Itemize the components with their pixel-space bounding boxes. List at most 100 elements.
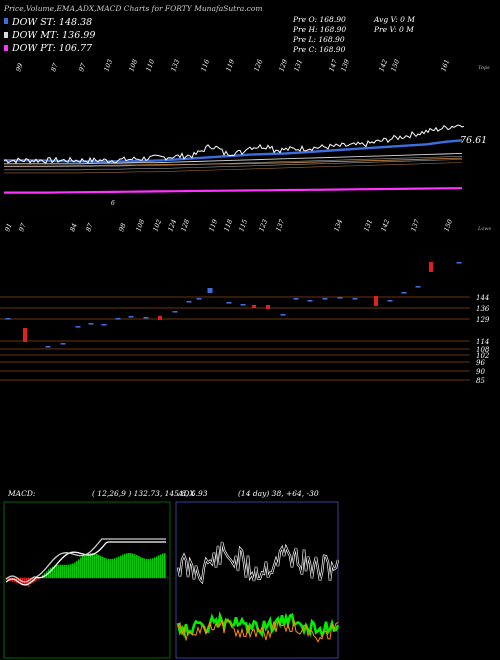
quote-high: Pre H: 168.90 (292, 25, 346, 34)
macd-histogram-bar (64, 564, 66, 578)
tops-label: 119 (224, 58, 236, 72)
bottom-marker: 6 (111, 200, 115, 207)
macd-histogram-bar (90, 553, 92, 578)
macd-histogram-bar (146, 558, 148, 578)
ema-long-line (4, 157, 463, 167)
up-candle (143, 317, 149, 319)
macd-histogram-bar (78, 559, 80, 578)
macd-histogram-bar (124, 553, 126, 578)
macd-histogram-bar (92, 553, 94, 578)
macd-histogram-bar (94, 553, 96, 578)
ema-lines (4, 139, 463, 194)
macd-histogram-bar (140, 557, 142, 578)
lows-label: 98 (117, 222, 127, 233)
macd-histogram-bar (86, 553, 88, 578)
ema-band-line (4, 156, 463, 167)
lows-label: 97 (17, 221, 28, 232)
macd-histogram-bar (164, 553, 166, 578)
adx-content (176, 541, 340, 643)
tops-label: 139 (339, 58, 351, 72)
macd-histogram-bar (96, 554, 98, 578)
macd-histogram-bar (60, 564, 62, 578)
tops-label: 116 (199, 58, 211, 72)
quote-pre-volume: Pre V: 0 M (373, 25, 414, 34)
macd-histogram-bar (138, 556, 140, 578)
up-candle (293, 298, 299, 300)
macd-histogram-bar (116, 557, 118, 578)
macd-histogram-bar (28, 578, 30, 587)
candles (5, 262, 462, 348)
lows-label: 131 (362, 218, 374, 232)
macd-histogram-bar (126, 553, 128, 578)
lows-labels: 91 97 84 87 98 108 102 124 128 119 118 115 123 137 134… (3, 217, 454, 232)
up-candle (322, 298, 328, 300)
macd-histogram-bar (106, 558, 108, 578)
last-price-label: 76.61 (460, 135, 487, 146)
down-candle (158, 316, 162, 320)
tops-label: 133 (169, 58, 181, 72)
lows-label: 124 (166, 218, 178, 232)
up-candle (101, 324, 107, 326)
macd-histogram-bar (82, 555, 84, 578)
up-candle (415, 286, 421, 288)
macd-histogram-bar (130, 553, 132, 578)
level-label: 114 (476, 338, 489, 346)
tops-label: 129 (277, 58, 289, 72)
up-candle (196, 298, 202, 300)
legend-swatch-st (4, 18, 8, 24)
up-candle (352, 298, 358, 300)
macd-histogram-bar (156, 556, 158, 578)
macd-params: ( 12,26,9 ) 132.73, 145.8, 6.93 (92, 489, 208, 498)
up-candle (88, 323, 94, 325)
price-line (3, 124, 465, 164)
legend-swatch-mt (4, 32, 8, 38)
macd-frame (3, 501, 171, 659)
macd-histogram-bar (8, 578, 10, 581)
macd-histogram-bar (108, 558, 110, 578)
tops-label: 103 (102, 58, 114, 72)
up-candle (207, 288, 213, 293)
macd-histogram-bar (80, 557, 82, 578)
lows-label: 137 (274, 217, 286, 232)
macd-signal-line (5, 538, 166, 583)
adx-panel: ADX (14 day) 38, +64, -30 (175, 489, 340, 659)
legend-st: DOW ST: 148.38 (11, 17, 92, 28)
macd-histogram-bar (136, 555, 138, 578)
macd-histogram-bar (54, 565, 56, 578)
macd-histogram-bar (72, 563, 74, 578)
macd-histogram-bar (158, 555, 160, 578)
up-candle (401, 292, 407, 294)
up-candle (307, 300, 313, 302)
macd-histogram-bar (18, 578, 20, 584)
tops-label: 150 (389, 58, 401, 72)
macd-histogram-bar (66, 564, 68, 578)
down-candle (23, 328, 27, 342)
legend-pt: DOW PT: 106.77 (11, 43, 93, 54)
price-panel: Tops 99 87 97 103 108 110 133 116 119 126 129 131 14… (3, 57, 490, 207)
macd-histogram-bar (114, 558, 116, 578)
macd-histogram-bar (76, 561, 78, 578)
up-candle (337, 297, 343, 299)
tops-label: 147 (327, 57, 339, 72)
macd-histogram-bar (134, 554, 136, 578)
macd-histogram-bar (62, 564, 64, 578)
level-label: 96 (476, 359, 485, 367)
tops-label: 87 (49, 61, 60, 72)
macd-histogram-bar (36, 578, 38, 581)
macd-histogram-bar (142, 557, 144, 578)
macd-title: MACD: (7, 489, 36, 498)
down-candle (252, 305, 256, 308)
tops-label: 99 (14, 62, 24, 73)
up-candle (60, 343, 66, 345)
tops-labels: 99 87 97 103 108 110 133 116 119 126 129 131 147 139 1… (14, 57, 451, 72)
macd-histogram-bar (144, 558, 146, 578)
up-candle (226, 302, 232, 304)
lows-label: 87 (84, 221, 95, 232)
macd-histogram-bar (150, 558, 152, 578)
up-candle (186, 301, 192, 303)
lows-label: 137 (409, 217, 421, 232)
macd-histogram-bar (102, 556, 104, 578)
macd-histogram-bar (88, 553, 90, 578)
macd-histogram-bar (148, 558, 150, 578)
